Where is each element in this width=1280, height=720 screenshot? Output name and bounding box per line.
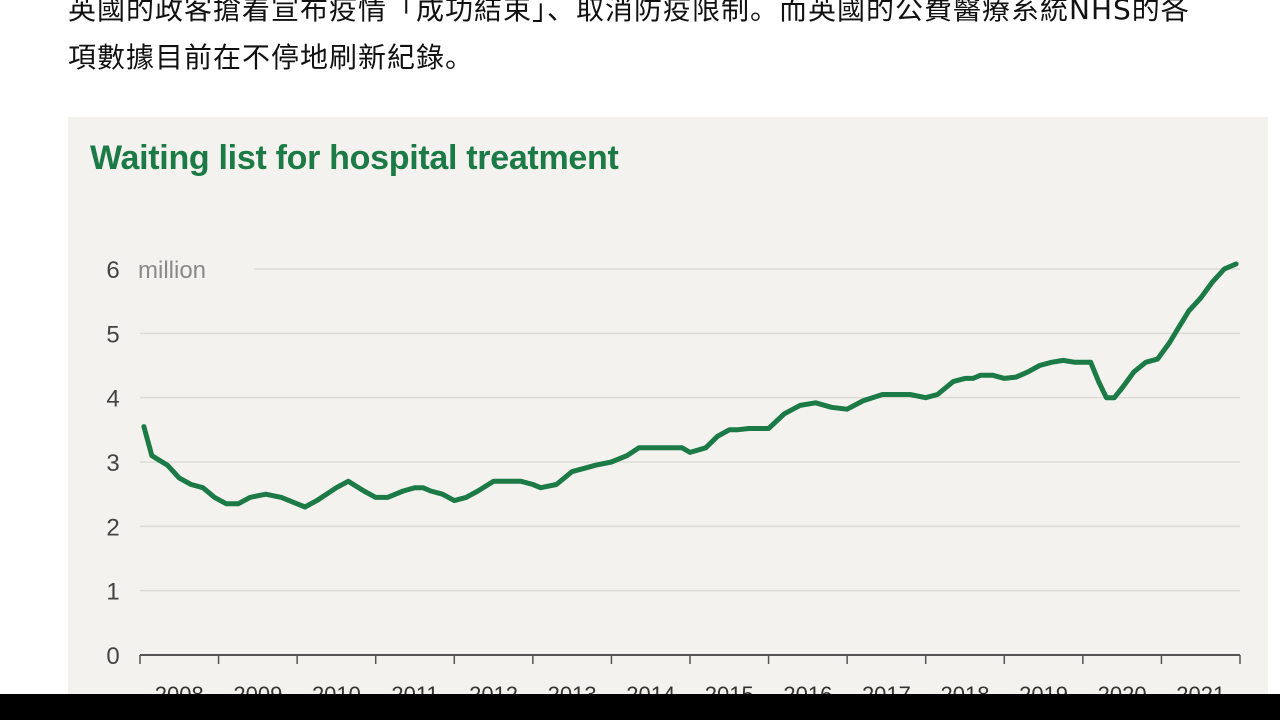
- gridlines: [140, 268, 1240, 656]
- article-text: 英國的政客搶着宣布疫情「成功結束」、取消防疫限制。而英國的公費醫療系統NHS的各…: [68, 0, 1268, 82]
- y-tick-label-0: 0: [106, 643, 119, 670]
- y-axis-ticks: 0 1 2 3 4 5 6 million: [106, 257, 206, 670]
- y-tick-label-5: 5: [106, 321, 119, 348]
- chart-title: Waiting list for hospital treatment: [90, 139, 619, 177]
- y-tick-label-6: 6: [106, 257, 119, 284]
- y-tick-label-4: 4: [106, 386, 119, 413]
- video-bottom-bar: [0, 694, 1280, 720]
- y-tick-label-3: 3: [106, 450, 119, 477]
- series-line-layer: [141, 261, 1239, 510]
- article-line-2: 項數據目前在不停地刷新紀錄。: [68, 41, 475, 74]
- y-tick-label-2: 2: [106, 514, 119, 541]
- series-line-0: [141, 261, 1239, 510]
- y-unit-label: million: [138, 257, 206, 284]
- article-line-1: 英國的政客搶着宣布疫情「成功結束」、取消防疫限制。而英國的公費醫療系統NHS的各: [68, 0, 1190, 26]
- y-tick-label-1: 1: [106, 579, 119, 606]
